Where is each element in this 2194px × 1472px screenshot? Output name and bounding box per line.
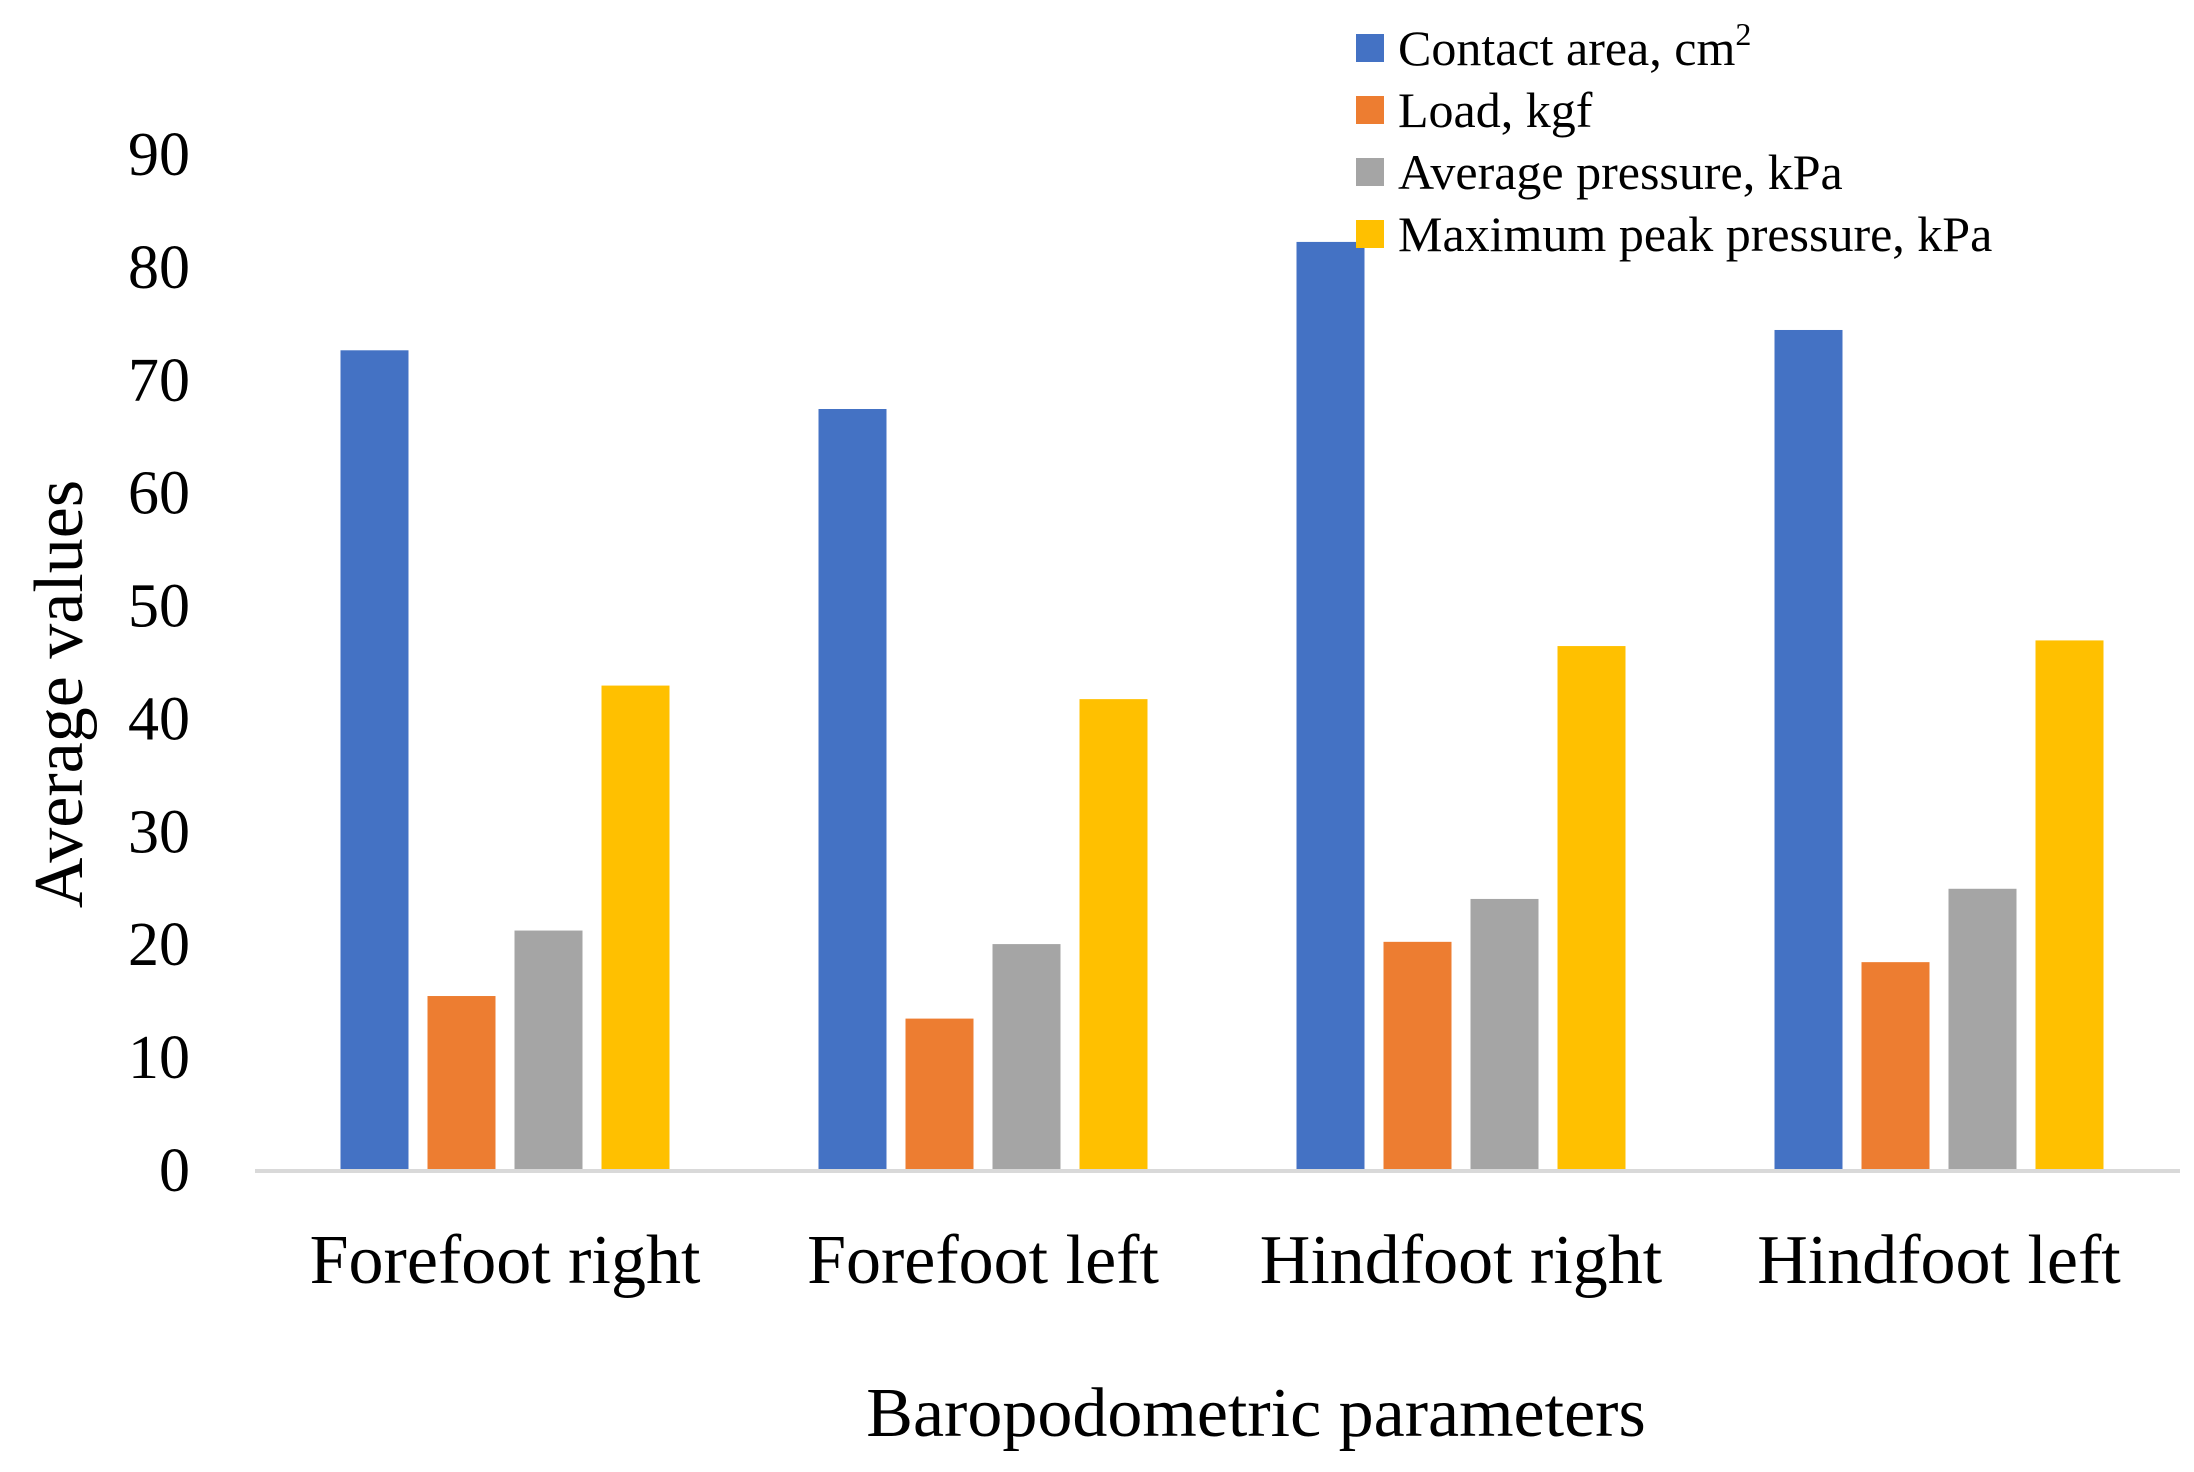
bar bbox=[1774, 329, 1843, 1171]
y-tick-label: 30 bbox=[128, 798, 190, 866]
y-tick-label: 0 bbox=[159, 1137, 190, 1205]
legend: Contact area, cm2 Load, kgf Average pressu… bbox=[1356, 16, 1992, 262]
bar bbox=[818, 409, 887, 1171]
legend-swatch bbox=[1356, 96, 1384, 124]
category-label: Forefoot right bbox=[310, 1222, 701, 1299]
bar bbox=[1861, 962, 1930, 1171]
y-tick-label: 50 bbox=[128, 573, 190, 641]
y-tick-label: 70 bbox=[128, 347, 190, 415]
y-tick-label: 90 bbox=[128, 121, 190, 189]
y-tick-label: 20 bbox=[128, 911, 190, 979]
legend-swatch bbox=[1356, 220, 1384, 248]
legend-item: Load, kgf bbox=[1356, 82, 1593, 138]
legend-swatch bbox=[1356, 34, 1384, 62]
y-tick-label: 10 bbox=[128, 1024, 190, 1092]
category-label: Hindfoot right bbox=[1260, 1222, 1663, 1299]
bar bbox=[427, 996, 496, 1171]
category-label: Forefoot left bbox=[807, 1222, 1159, 1299]
bar bbox=[1470, 898, 1539, 1171]
legend-item: Maximum peak pressure, kPa bbox=[1356, 206, 1992, 262]
bar bbox=[1557, 646, 1626, 1171]
bar bbox=[905, 1018, 974, 1171]
bar bbox=[2035, 640, 2104, 1171]
y-tick-label: 60 bbox=[128, 460, 190, 528]
category-labels: Forefoot right Forefoot left Hindfoot righ… bbox=[310, 1222, 2122, 1299]
bar bbox=[340, 350, 409, 1171]
legend-superscript: 2 bbox=[1735, 16, 1751, 52]
legend-swatch bbox=[1356, 158, 1384, 186]
bar bbox=[1296, 241, 1365, 1171]
legend-label: Average pressure, kPa bbox=[1398, 144, 1843, 200]
legend-label: Maximum peak pressure, kPa bbox=[1398, 206, 1992, 262]
bar bbox=[1079, 699, 1148, 1171]
legend-label: Contact area, cm2 bbox=[1398, 16, 1751, 76]
legend-item: Average pressure, kPa bbox=[1356, 144, 1843, 200]
bar bbox=[514, 930, 583, 1171]
bar-series bbox=[340, 241, 2104, 1171]
bar bbox=[1948, 888, 2017, 1171]
legend-label: Load, kgf bbox=[1398, 82, 1593, 138]
y-axis-title: Average values bbox=[21, 480, 98, 908]
y-tick-label: 40 bbox=[128, 685, 190, 753]
y-tick-label: 80 bbox=[128, 234, 190, 302]
category-label: Hindfoot left bbox=[1757, 1222, 2121, 1299]
legend-item: Contact area, cm2 bbox=[1356, 16, 1751, 76]
bar bbox=[992, 944, 1061, 1171]
bar bbox=[1383, 941, 1452, 1171]
y-axis-tick-labels: 0 10 20 30 40 50 60 70 80 90 bbox=[128, 121, 190, 1205]
x-axis-title: Baropodometric parameters bbox=[866, 1375, 1645, 1452]
bar bbox=[601, 685, 670, 1171]
